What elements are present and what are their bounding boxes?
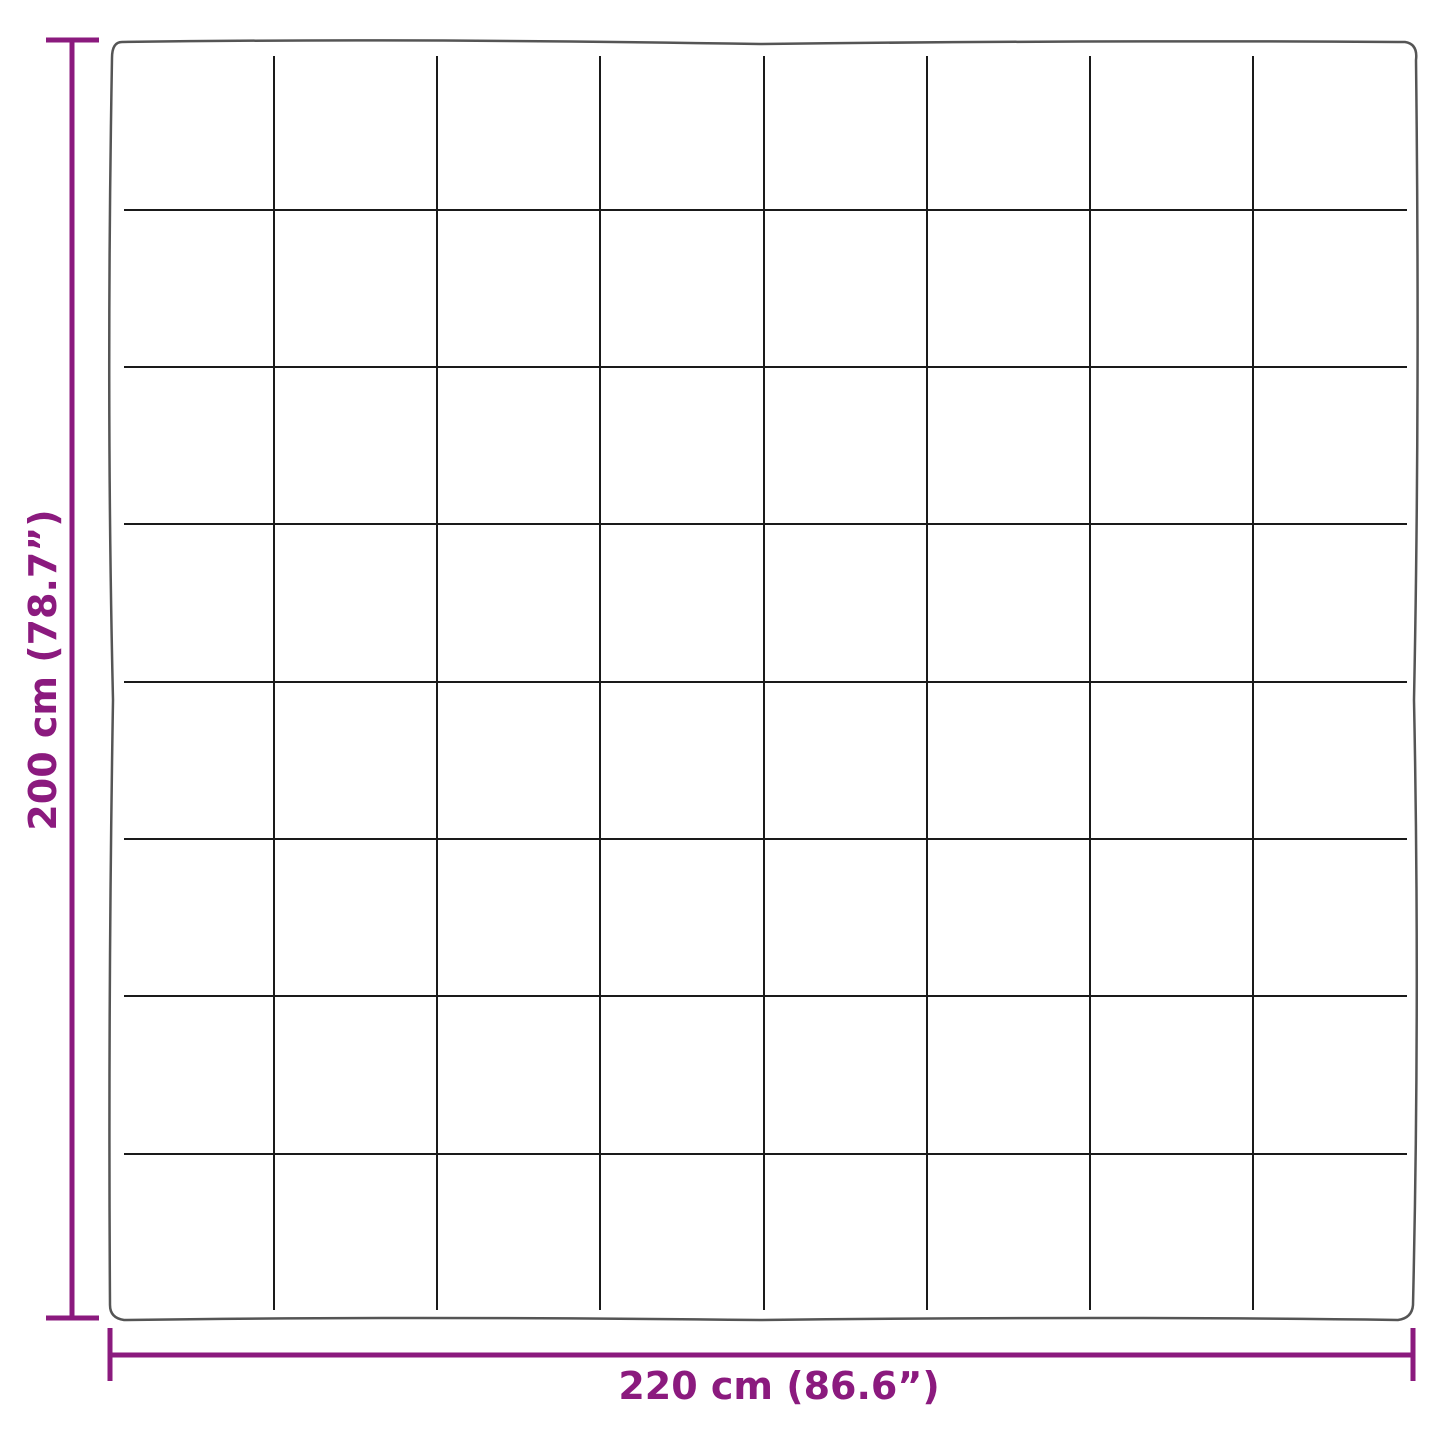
width-label: 220 cm (86.6”) — [618, 1364, 939, 1408]
width-dimension: 220 cm (86.6”) — [107, 1328, 1416, 1408]
height-label: 200 cm (78.7”) — [21, 509, 65, 830]
stitching-grid — [124, 56, 1407, 1310]
blanket-outline — [107, 39, 1419, 1322]
height-dimension: 200 cm (78.7”) — [21, 37, 99, 1321]
